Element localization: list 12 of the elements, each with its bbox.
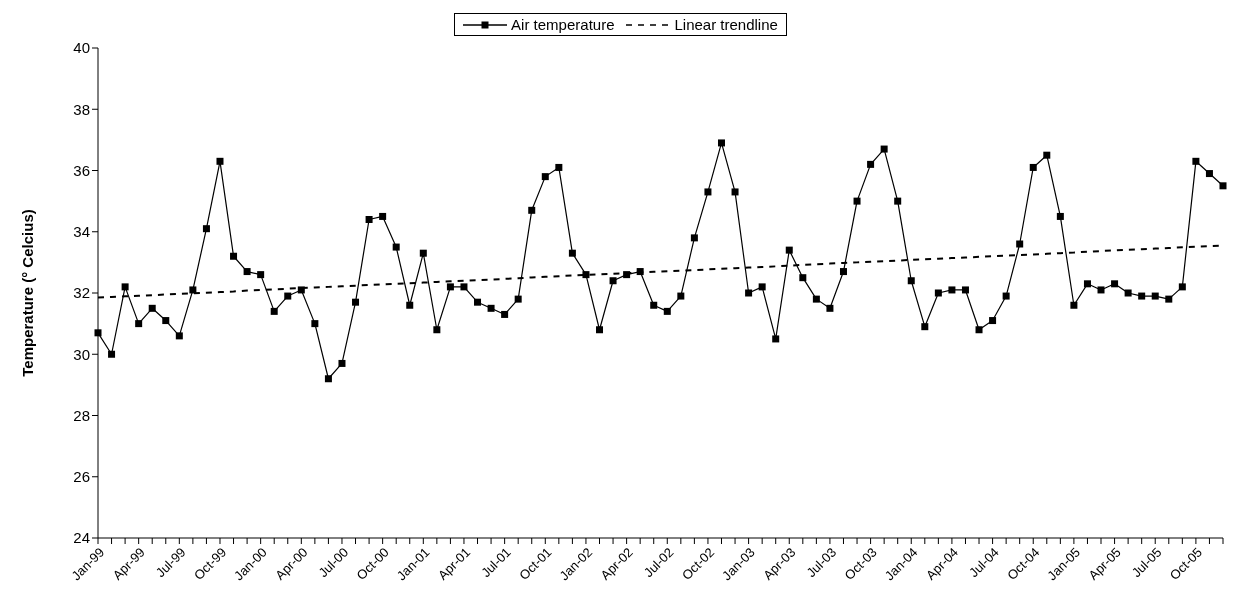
y-tick-label: 26 [73,468,90,486]
y-tick-label: 38 [73,100,90,118]
y-tick-label: 36 [73,161,90,179]
y-tick-label: 32 [73,284,90,302]
y-tick-label: 40 [73,39,90,57]
legend-label: Linear trendline [674,16,778,33]
y-axis-title: Temperature (° Celcius) [19,209,37,377]
y-tick-label: 28 [73,406,90,424]
y-tick-label: 30 [73,345,90,363]
y-tick-label: 24 [73,529,90,547]
y-tick-label: 34 [73,223,90,241]
legend-label: Air temperature [511,16,615,33]
